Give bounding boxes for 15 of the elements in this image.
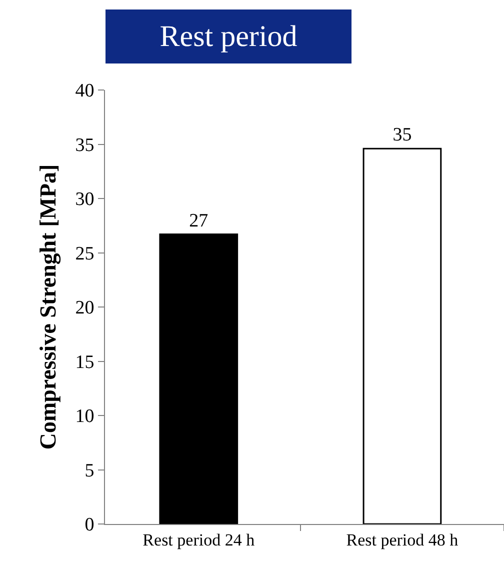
- y-tick-label: 20: [75, 298, 94, 319]
- y-tick-label: 5: [84, 460, 94, 482]
- data-label: 27: [189, 210, 208, 232]
- x-tick-label: Rest period 48 h: [346, 530, 459, 550]
- data-label: 35: [392, 124, 412, 146]
- y-tick-label: 40: [75, 80, 94, 102]
- y-tick-label: 35: [75, 134, 94, 156]
- chart-title: Rest period: [160, 20, 298, 53]
- y-tick-label: 25: [75, 243, 94, 264]
- y-tick-label: 0: [84, 514, 94, 536]
- y-axis-title: Compressive Strenght [MPa]: [36, 164, 62, 450]
- y-tick-label: 15: [75, 352, 94, 373]
- y-tick-label: 30: [75, 189, 94, 210]
- x-tick-label: Rest period 24 h: [142, 530, 256, 550]
- y-tick-label: 10: [75, 406, 94, 428]
